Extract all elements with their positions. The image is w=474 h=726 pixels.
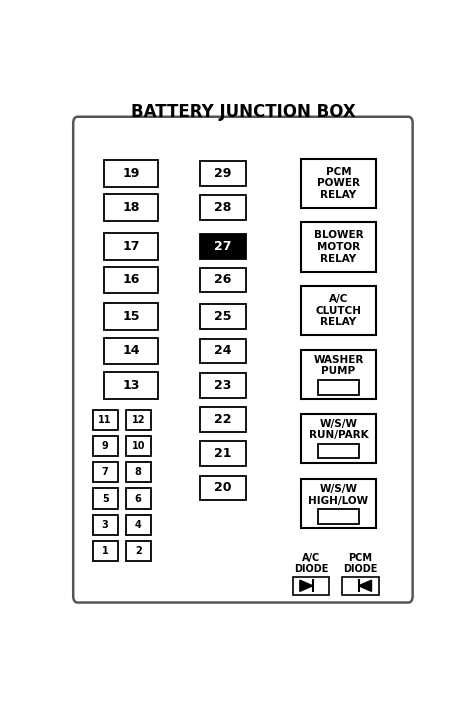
Polygon shape (359, 580, 372, 592)
Bar (104, 194, 157, 221)
Text: 1: 1 (102, 546, 109, 556)
Text: 16: 16 (122, 274, 139, 287)
Bar (200, 476, 246, 500)
Text: 20: 20 (214, 481, 231, 494)
Text: 4: 4 (135, 520, 142, 530)
Bar (104, 160, 157, 187)
Text: 28: 28 (214, 201, 231, 214)
Bar (318, 380, 359, 395)
Bar (200, 373, 246, 398)
Bar (93, 462, 118, 482)
Bar (200, 268, 246, 293)
Text: 11: 11 (99, 415, 112, 425)
Polygon shape (300, 580, 313, 592)
Text: 19: 19 (122, 167, 139, 180)
Text: W/S/W
HIGH/LOW: W/S/W HIGH/LOW (309, 484, 368, 505)
Text: 12: 12 (131, 415, 145, 425)
Text: 23: 23 (214, 379, 231, 392)
Bar (318, 509, 359, 523)
Bar (301, 222, 376, 272)
Text: 22: 22 (214, 413, 231, 426)
Bar (104, 233, 157, 260)
Bar (104, 266, 157, 293)
Text: 13: 13 (122, 379, 139, 392)
Bar (126, 436, 151, 456)
Text: 14: 14 (122, 344, 140, 357)
Bar (301, 159, 376, 208)
Bar (104, 372, 157, 399)
Bar (292, 577, 329, 595)
Bar (93, 541, 118, 561)
Text: 18: 18 (122, 201, 139, 214)
Text: 9: 9 (102, 441, 109, 451)
Text: 2: 2 (135, 546, 142, 556)
Bar (126, 409, 151, 430)
Bar (126, 541, 151, 561)
Bar (104, 338, 157, 364)
Text: PCM
DIODE: PCM DIODE (343, 552, 378, 574)
Bar (200, 234, 246, 258)
Bar (93, 489, 118, 509)
Bar (126, 489, 151, 509)
Bar (93, 436, 118, 456)
Text: 17: 17 (122, 240, 140, 253)
Bar (342, 577, 379, 595)
Text: A/C
CLUTCH
RELAY: A/C CLUTCH RELAY (315, 294, 362, 327)
Text: BATTERY JUNCTION BOX: BATTERY JUNCTION BOX (130, 103, 356, 121)
FancyBboxPatch shape (73, 117, 413, 603)
Bar (93, 515, 118, 535)
Bar (301, 414, 376, 462)
Text: A/C
DIODE: A/C DIODE (294, 552, 328, 574)
Text: 3: 3 (102, 520, 109, 530)
Text: 26: 26 (214, 274, 231, 287)
Text: WASHER
PUMP: WASHER PUMP (313, 355, 364, 376)
Bar (104, 303, 157, 330)
Bar (200, 441, 246, 465)
Bar (126, 515, 151, 535)
Bar (126, 462, 151, 482)
Text: 10: 10 (131, 441, 145, 451)
Text: W/S/W
RUN/PARK: W/S/W RUN/PARK (309, 418, 368, 440)
Text: PCM
POWER
RELAY: PCM POWER RELAY (317, 167, 360, 200)
Bar (301, 286, 376, 335)
Text: 7: 7 (102, 468, 109, 477)
Bar (93, 409, 118, 430)
Text: 6: 6 (135, 494, 142, 504)
Text: 24: 24 (214, 344, 231, 357)
Text: 15: 15 (122, 310, 140, 323)
Text: 25: 25 (214, 310, 231, 323)
Bar (200, 407, 246, 432)
Text: 29: 29 (214, 167, 231, 180)
Text: 5: 5 (102, 494, 109, 504)
Bar (200, 304, 246, 329)
Text: 27: 27 (214, 240, 231, 253)
Bar (200, 195, 246, 219)
Text: 8: 8 (135, 468, 142, 477)
Bar (200, 338, 246, 363)
Bar (200, 161, 246, 186)
Bar (301, 350, 376, 399)
Bar (318, 444, 359, 458)
Text: 21: 21 (214, 446, 231, 460)
Text: BLOWER
MOTOR
RELAY: BLOWER MOTOR RELAY (314, 230, 363, 264)
Bar (301, 479, 376, 529)
